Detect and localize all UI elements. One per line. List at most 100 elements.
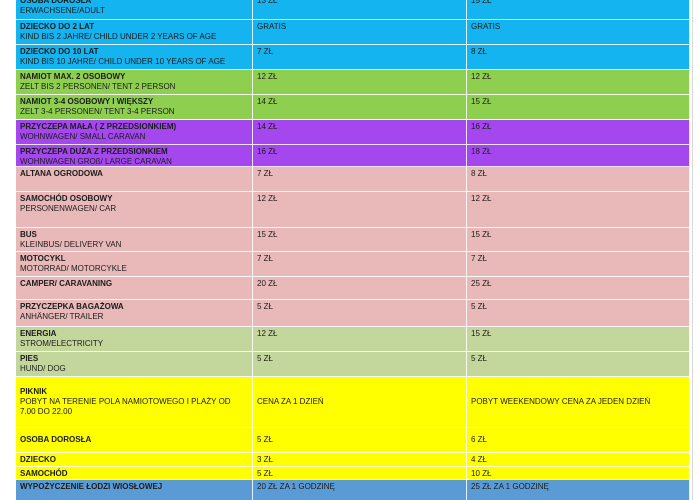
item-cell: PIKNIK POBYT NA TERENIE POLA NAMIOTOWEGO … (16, 377, 253, 428)
item-subtitle: POBYT NA TERENIE POLA NAMIOTOWEGO I PLAŻ… (20, 397, 231, 416)
price-text: 3 ZŁ (257, 455, 274, 464)
item-name: ALTANA OGRODOWA (20, 169, 103, 178)
price-text: 16 ZŁ (257, 147, 278, 156)
price-cell: 3 ZŁ (253, 453, 467, 467)
item-cell: ENERGIA STROM/ELECTRICITY (16, 327, 253, 352)
price-cell: 12 ZŁ (467, 192, 690, 228)
item-name: PRZYCZEPA DUŻA Z PRZEDSIONKIEM (20, 147, 168, 156)
price-cell: 14 ZŁ (253, 120, 467, 145)
item-name: MOTOCYKL (20, 254, 66, 263)
price-text: 20 ZŁ (257, 279, 278, 288)
item-cell: PRZYCZEPA DUŻA Z PRZEDSIONKIEM WOHNWAGEN … (16, 145, 253, 167)
item-subtitle: ZELT BIS 2 PERSONEN/ TENT 2 PERSON (20, 82, 176, 91)
item-cell: SAMOCHÓD OSOBOWY PERSONENWAGEN/ CAR (16, 192, 253, 228)
item-cell: CAMPER/ CARAVANING (16, 277, 253, 300)
price-cell: 10 ZŁ (467, 467, 690, 480)
price-text: 5 ZŁ (471, 302, 488, 311)
price-text: 7 ZŁ (257, 47, 274, 56)
price-text: 25 ZŁ ZA 1 GODZINĘ (471, 482, 549, 491)
item-subtitle: PERSONENWAGEN/ CAR (20, 204, 117, 213)
item-cell: DZIECKO DO 2 LAT KIND BIS 2 JAHRE/ CHILD … (16, 20, 253, 45)
price-text: 5 ZŁ (257, 354, 274, 363)
price-cell: 25 ZŁ ZA 1 GODZINĘ (467, 480, 690, 500)
item-name: PRZYCZEPA MAŁA ( Z PRZEDSIONKIEM) (20, 122, 177, 131)
price-text: 15 ZŁ (471, 329, 492, 338)
item-name: DZIECKO (20, 455, 56, 464)
item-cell: DZIECKO (16, 453, 253, 467)
item-cell: ALTANA OGRODOWA (16, 167, 253, 192)
price-text: 13 ZŁ (257, 0, 278, 5)
price-text: POBYT WEEKENDOWY CENA ZA JEDEN DZIEŃ (471, 397, 651, 406)
item-name: SAMOCHÓD (20, 469, 68, 478)
item-cell: MOTOCYKL MOTORRAD/ MOTORCYKLE (16, 252, 253, 277)
price-cell: 7 ZŁ (253, 252, 467, 277)
page-edge (692, 0, 693, 500)
price-cell: 12 ZŁ (467, 70, 690, 95)
price-text: 7 ZŁ (257, 254, 274, 263)
price-cell: 5 ZŁ (467, 300, 690, 327)
item-subtitle: ANHÄNGER/ TRAILER (20, 312, 104, 321)
price-cell: 15 ZŁ (467, 327, 690, 352)
price-text: 7 ZŁ (257, 169, 274, 178)
item-name: WYPOŻYCZENIE ŁODZI WIOSŁOWEJ (20, 482, 163, 491)
item-cell: NAMIOT 3-4 OSOBOWY I WIĘKSZY ZELT 3-4 PER… (16, 95, 253, 120)
item-name: PIKNIK (20, 387, 48, 396)
item-cell: SAMOCHÓD (16, 467, 253, 480)
price-cell: 7 ZŁ (253, 45, 467, 70)
price-text: 15 ZŁ (471, 0, 492, 5)
item-subtitle: WOHNWAGEN/ SMALL CARAVAN (20, 132, 146, 141)
price-text: 14 ZŁ (257, 97, 278, 106)
price-text: 15 ZŁ (471, 230, 492, 239)
price-cell: 15 ZŁ (467, 95, 690, 120)
price-cell: CENA ZA 1 DZIEŃ (253, 377, 467, 428)
price-text: 5 ZŁ (471, 354, 488, 363)
item-name: NAMIOT MAX. 2 OSOBOWY (20, 72, 126, 81)
price-cell: 7 ZŁ (467, 252, 690, 277)
item-name: NAMIOT 3-4 OSOBOWY I WIĘKSZY (20, 97, 154, 106)
price-cell: 6 ZŁ (467, 428, 690, 453)
price-cell: 5 ZŁ (253, 352, 467, 377)
item-name: CAMPER/ CARAVANING (20, 279, 113, 288)
item-name: SAMOCHÓD OSOBOWY (20, 194, 113, 203)
price-text: 8 ZŁ (471, 169, 488, 178)
item-subtitle: ZELT 3-4 PERSONEN/ TENT 3-4 PERSON (20, 107, 175, 116)
price-cell: 5 ZŁ (253, 467, 467, 480)
price-text: 6 ZŁ (471, 435, 488, 444)
item-name: PRZYCZEPKA BAGAŻOWA (20, 302, 124, 311)
item-subtitle: STROM/ELECTRICITY (20, 339, 104, 348)
item-name: DZIECKO DO 10 LAT (20, 47, 99, 56)
price-text: GRATIS (257, 22, 287, 31)
price-cell: 4 ZŁ (467, 453, 690, 467)
price-text: 8 ZŁ (471, 47, 488, 56)
item-subtitle: MOTORRAD/ MOTORCYKLE (20, 264, 127, 273)
item-cell: PIES HUND/ DOG (16, 352, 253, 377)
item-name: OSOBA DOROSŁA (20, 0, 92, 5)
price-cell: 20 ZŁ (253, 277, 467, 300)
price-cell: GRATIS (253, 20, 467, 45)
item-name: PIES (20, 354, 39, 363)
price-text: 7 ZŁ (471, 254, 488, 263)
item-name: DZIECKO DO 2 LAT (20, 22, 95, 31)
item-subtitle: HUND/ DOG (20, 364, 66, 373)
price-cell: 8 ZŁ (467, 167, 690, 192)
price-cell: 5 ZŁ (253, 300, 467, 327)
price-cell: 5 ZŁ (253, 428, 467, 453)
price-cell: 13 ZŁ (253, 0, 467, 20)
item-subtitle: ERWACHSENE/ADULT (20, 6, 105, 15)
item-cell: PRZYCZEPKA BAGAŻOWA ANHÄNGER/ TRAILER (16, 300, 253, 327)
price-cell: 20 ZŁ ZA 1 GODZINĘ (253, 480, 467, 500)
price-cell: 18 ZŁ (467, 145, 690, 167)
price-cell: 16 ZŁ (467, 120, 690, 145)
item-name: BUS (20, 230, 37, 239)
price-cell: 14 ZŁ (253, 95, 467, 120)
item-name: ENERGIA (20, 329, 57, 338)
price-cell: POBYT WEEKENDOWY CENA ZA JEDEN DZIEŃ (467, 377, 690, 428)
price-text: 16 ZŁ (471, 122, 492, 131)
price-text: 12 ZŁ (257, 194, 278, 203)
price-text: 12 ZŁ (257, 72, 278, 81)
price-cell: 8 ZŁ (467, 45, 690, 70)
price-text: 12 ZŁ (471, 194, 492, 203)
price-text: 20 ZŁ ZA 1 GODZINĘ (257, 482, 335, 491)
price-text: 12 ZŁ (471, 72, 492, 81)
price-cell: 12 ZŁ (253, 70, 467, 95)
